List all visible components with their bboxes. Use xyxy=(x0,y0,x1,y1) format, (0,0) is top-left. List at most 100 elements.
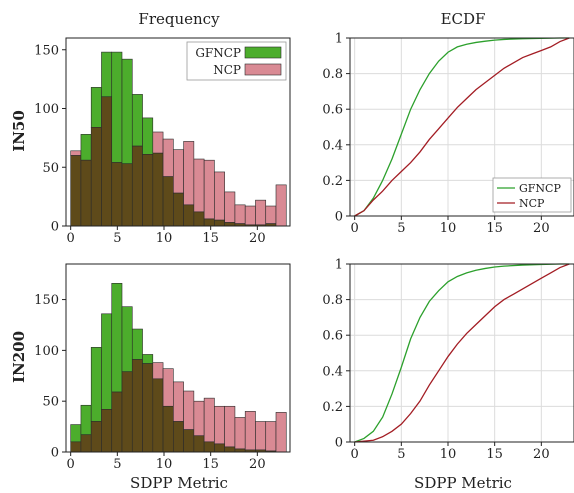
x-tick-label: 10 xyxy=(440,447,457,462)
bar-overlap xyxy=(214,219,225,227)
row-label-in50: IN50 xyxy=(10,110,28,152)
bar-overlap xyxy=(80,159,92,227)
x-tick-label: 10 xyxy=(156,457,173,472)
legend-label-gfncp: GFNCP xyxy=(519,182,561,195)
x-axis-label-ecdf: SDPP Metric xyxy=(414,474,512,492)
bar-ncp xyxy=(275,412,287,453)
bar-overlap xyxy=(101,96,113,227)
y-tick-label: 0.8 xyxy=(322,293,343,308)
plot-frame xyxy=(349,37,574,217)
bar-gfncp xyxy=(111,283,123,393)
bar-overlap xyxy=(183,429,195,453)
bar-gfncp xyxy=(70,424,82,443)
y-tick-label: 150 xyxy=(34,43,59,58)
bar-overlap xyxy=(203,218,215,227)
bar-ncp xyxy=(224,191,236,223)
panel-IN200-frequency: 0 5 10 15 20 0 50 100 150 xyxy=(34,263,291,472)
bar-gfncp xyxy=(121,306,133,373)
x-tick-label: 10 xyxy=(156,231,173,246)
bar-gfncp xyxy=(131,94,143,147)
bar-overlap xyxy=(173,421,184,453)
y-tick-label: 0.4 xyxy=(322,138,343,153)
y-tick-label: 100 xyxy=(34,344,59,359)
bar-overlap xyxy=(142,363,154,453)
y-tick-label: 1 xyxy=(335,258,343,273)
bar-overlap xyxy=(121,163,133,227)
legend-label-ncp: NCP xyxy=(213,63,241,77)
bar-ncp xyxy=(265,205,277,224)
bar-gfncp xyxy=(101,313,113,410)
y-tick-label: 0.8 xyxy=(322,67,343,82)
y-tick-label: 0.2 xyxy=(322,400,343,415)
bar-overlap xyxy=(214,443,225,453)
bar-gfncp xyxy=(142,354,154,364)
y-tick-label: 0.6 xyxy=(322,329,343,344)
x-tick-label: 0 xyxy=(67,231,75,246)
bar-ncp xyxy=(203,159,215,220)
bar-ncp xyxy=(255,421,267,451)
x-tick-label: 20 xyxy=(249,457,266,472)
x-tick-label: 10 xyxy=(440,221,457,236)
bar-overlap xyxy=(90,421,102,453)
bar-overlap xyxy=(203,441,215,453)
y-tick-label: 50 xyxy=(42,161,59,176)
legend-label-ncp: NCP xyxy=(519,197,545,210)
x-tick-label: 15 xyxy=(202,457,219,472)
x-tick-label: 20 xyxy=(249,231,266,246)
legend-swatch-gfncp xyxy=(244,46,282,59)
x-tick-label: 0 xyxy=(351,447,359,462)
plot-frame xyxy=(65,37,291,227)
bar-ncp xyxy=(193,158,205,213)
bar-gfncp xyxy=(131,328,143,360)
legend: GFNCP NCP xyxy=(492,177,572,213)
bar-ncp xyxy=(244,205,256,226)
y-tick-label: 0.4 xyxy=(322,364,343,379)
bar-ncp xyxy=(152,131,164,154)
bar-ncp xyxy=(275,184,287,227)
y-tick-label: 0.2 xyxy=(322,174,343,189)
x-tick-label: 15 xyxy=(202,231,219,246)
bar-overlap xyxy=(90,127,102,227)
bar-ncp xyxy=(193,400,205,437)
y-tick-label: 100 xyxy=(34,102,59,117)
bar-ncp xyxy=(234,417,246,450)
bar-overlap xyxy=(70,155,82,227)
panel-IN200-ecdf: 0 5 10 15 20 0 0.2 0.4 0.6 0.8 1 xyxy=(322,258,574,462)
ecdf-line-ncp xyxy=(354,263,570,443)
bar-ncp xyxy=(203,397,215,443)
x-tick-label: 20 xyxy=(533,447,550,462)
bar-overlap xyxy=(111,391,123,453)
plot-frame xyxy=(65,263,291,453)
row-label-in200: IN200 xyxy=(10,331,28,383)
x-tick-label: 5 xyxy=(397,447,405,462)
legend-swatch-ncp xyxy=(244,63,282,76)
column-title-frequency: Frequency xyxy=(138,10,220,28)
bar-overlap xyxy=(183,204,195,227)
ecdf-line-gfncp xyxy=(354,263,570,443)
bar-overlap xyxy=(193,435,205,453)
bar-overlap xyxy=(152,378,164,453)
bar-ncp xyxy=(234,204,246,224)
y-tick-label: 1 xyxy=(335,32,343,47)
y-tick-label: 0 xyxy=(51,446,59,461)
ecdf-line-ncp xyxy=(354,37,570,217)
x-tick-label: 0 xyxy=(351,221,359,236)
bar-overlap xyxy=(224,446,236,453)
bar-overlap xyxy=(152,152,164,227)
y-tick-label: 150 xyxy=(34,293,59,308)
column-title-ecdf: ECDF xyxy=(441,10,486,28)
bar-ncp xyxy=(152,362,164,380)
bar-overlap xyxy=(121,371,133,453)
x-tick-label: 15 xyxy=(486,221,503,236)
y-tick-label: 0.6 xyxy=(322,103,343,118)
y-tick-label: 0 xyxy=(51,220,59,235)
bar-overlap xyxy=(111,162,123,227)
bar-overlap xyxy=(193,211,205,227)
x-tick-label: 5 xyxy=(113,231,121,246)
legend: GFNCP NCP xyxy=(186,41,287,81)
panel-IN50-ecdf: 0 5 10 15 20 0 0.2 0.4 0.6 0.8 1 GFNCP NCP xyxy=(322,32,574,236)
bar-ncp xyxy=(214,405,225,445)
bar-gfncp xyxy=(142,117,154,155)
ecdf-line-gfncp xyxy=(354,37,570,217)
